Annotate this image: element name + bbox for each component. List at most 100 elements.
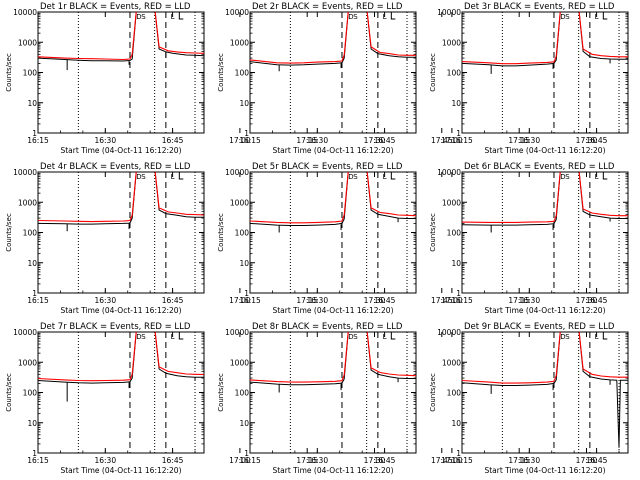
y-tick-label: 1000: [442, 38, 461, 47]
data-layer: [38, 12, 204, 71]
marker-bracket: [178, 332, 184, 340]
marker-S: S: [353, 333, 358, 341]
x-tick-label: 16:30: [306, 296, 328, 305]
x-tick-label: 16:15: [451, 456, 473, 465]
y-axis-label: Counts/sec: [5, 373, 13, 412]
x-tick-label: 16:30: [518, 296, 540, 305]
x-tick-label: 16:15: [239, 136, 261, 145]
y-tick-label: 1: [244, 129, 249, 138]
marker-S: S: [353, 173, 358, 181]
y-tick-label: 10: [27, 259, 37, 268]
x-tick-label: 17:15: [296, 296, 318, 305]
x-tick-label: 16:30: [94, 456, 116, 465]
x-tick-label: 16:45: [586, 456, 608, 465]
x-tick-label: 16:30: [518, 136, 540, 145]
x-tick-label: 16:15: [27, 296, 49, 305]
panel-title: Det 9r BLACK = Events, RED = LLD: [464, 322, 615, 332]
panel-det-9: Det 9r BLACK = Events, RED = LLD 1 10 100 10…: [429, 322, 629, 475]
data-layer: [462, 332, 628, 448]
marker-D: D: [136, 173, 141, 181]
marker-L: L: [595, 333, 599, 341]
marker-bracket: [390, 172, 396, 180]
marker-D: D: [348, 173, 353, 181]
y-tick-label: 10000: [225, 328, 249, 337]
x-tick-label: 17:45: [431, 136, 453, 145]
x-tick-label: 16:15: [239, 456, 261, 465]
plot-frame: [37, 171, 205, 294]
x-axis-label: Start Time (04-Oct-11 16:12:20): [60, 466, 181, 475]
data-layer: [250, 12, 416, 72]
y-tick-label: 100: [447, 389, 462, 398]
x-tick-label: 16:45: [162, 296, 184, 305]
y-tick-label: 10000: [13, 168, 37, 177]
x-tick-label: 16:15: [27, 456, 49, 465]
y-tick-label: 100: [447, 69, 462, 78]
marker-D: D: [560, 173, 565, 181]
x-tick-label: 16:45: [162, 456, 184, 465]
series-lld-line: [38, 332, 204, 382]
y-axis-label: Counts/sec: [5, 53, 13, 92]
panel-title: Det 7r BLACK = Events, RED = LLD: [40, 322, 191, 332]
x-tick-label: 17:00: [441, 136, 463, 145]
panel-det-2: Det 2r BLACK = Events, RED = LLD 1 10 100 10…: [217, 2, 598, 155]
marker-L: L: [171, 333, 175, 341]
y-tick-label: 1000: [442, 358, 461, 367]
x-tick-label: 16:45: [374, 296, 396, 305]
y-tick-label: 10000: [437, 8, 461, 17]
marker-bracket: [390, 332, 396, 340]
x-tick-label: 17:00: [441, 296, 463, 305]
panel-title: Det 3r BLACK = Events, RED = LLD: [464, 2, 615, 12]
plot-frame: [461, 171, 629, 294]
y-axis-label: Counts/sec: [429, 213, 437, 252]
panel-det-4: Det 4r BLACK = Events, RED = LLD 1 10 100 10…: [5, 162, 453, 315]
x-tick-label: 17:00: [441, 456, 463, 465]
panel-det-6: Det 6r BLACK = Events, RED = LLD 1 10 100 10…: [429, 162, 629, 315]
marker-L: L: [595, 13, 599, 21]
y-tick-label: 10000: [225, 8, 249, 17]
x-tick-label: 17:15: [508, 296, 530, 305]
y-tick-label: 1000: [18, 198, 37, 207]
y-tick-label: 1: [456, 449, 461, 458]
y-tick-label: 10000: [437, 328, 461, 337]
y-axis-label: Counts/sec: [429, 373, 437, 412]
x-axis-label: Start Time (04-Oct-11 16:12:20): [272, 466, 393, 475]
marker-L: L: [595, 173, 599, 181]
y-tick-label: 1000: [230, 38, 249, 47]
marker-D: D: [136, 13, 141, 21]
data-layer: [462, 12, 628, 74]
series-lld-line: [38, 172, 204, 223]
x-tick-label: 16:15: [451, 296, 473, 305]
x-tick-label: 16:45: [162, 136, 184, 145]
y-axis-label: Counts/sec: [217, 53, 225, 92]
x-axis-label: Start Time (04-Oct-11 16:12:20): [484, 146, 605, 155]
panel-title: Det 4r BLACK = Events, RED = LLD: [40, 162, 191, 172]
x-tick-label: 16:15: [239, 296, 261, 305]
plot-frame: [249, 171, 417, 294]
y-axis-label: Counts/sec: [5, 213, 13, 252]
y-tick-label: 1: [32, 449, 37, 458]
y-axis-label: Counts/sec: [217, 213, 225, 252]
marker-D: D: [560, 13, 565, 21]
x-axis-label: Start Time (04-Oct-11 16:12:20): [272, 306, 393, 315]
y-tick-label: 1000: [230, 198, 249, 207]
marker-bracket: [178, 12, 184, 20]
y-tick-label: 1000: [230, 358, 249, 367]
y-tick-label: 10: [239, 99, 249, 108]
data-layer: [250, 332, 416, 393]
y-tick-label: 10: [451, 259, 461, 268]
marker-D: D: [560, 333, 565, 341]
x-tick-label: 17:30: [576, 296, 598, 305]
y-tick-label: 10000: [13, 328, 37, 337]
series-lld-line: [250, 172, 416, 224]
x-tick-label: 16:45: [374, 136, 396, 145]
y-tick-label: 10: [27, 419, 37, 428]
y-tick-label: 100: [23, 389, 38, 398]
y-tick-label: 100: [23, 229, 38, 238]
y-tick-label: 100: [235, 69, 250, 78]
y-tick-label: 100: [235, 389, 250, 398]
series-events-line: [462, 332, 628, 448]
marker-bracket: [602, 12, 608, 20]
marker-D: D: [348, 333, 353, 341]
y-tick-label: 100: [23, 69, 38, 78]
